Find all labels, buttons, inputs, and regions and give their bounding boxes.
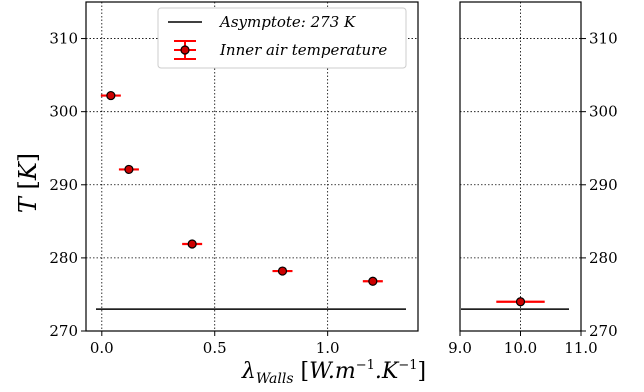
- right-data-point-5: [515, 297, 526, 307]
- legend-marker: [180, 45, 190, 55]
- y-tick-label-right-290: 290: [589, 176, 618, 194]
- legend-asymptote-label: Asymptote: 273 K: [218, 13, 356, 31]
- legend-series-label: Inner air temperature: [219, 41, 387, 59]
- left-axes-frame: [85, 1, 419, 332]
- y-tick-label-left-300: 300: [49, 103, 78, 121]
- left-data-point-4: [368, 276, 378, 286]
- y-tick-label-left-290: 290: [49, 176, 78, 194]
- x-axis-label: λWalls [W.m−1.K−1]: [241, 358, 426, 387]
- right-panel: 270 280 290 300 310 9.0 10.0 11.0: [448, 1, 618, 357]
- left-x-tick-label-2: 1.0: [316, 339, 340, 357]
- left-data-point-3: [277, 266, 288, 276]
- legend: Asymptote: 273 K Inner air temperature: [157, 7, 407, 69]
- y-tick-label-left-270: 270: [49, 322, 78, 340]
- y-tick-label-right-310: 310: [589, 30, 618, 48]
- y-tick-label-right-270: 270: [589, 322, 618, 340]
- y-tick-label-left-280: 280: [49, 249, 78, 267]
- y-axis-label: T [K]: [14, 153, 42, 213]
- left-x-tick-label-1: 0.5: [203, 339, 227, 357]
- left-panel: 270 280 290 300 310 0.0 0.5 1.0: [49, 1, 419, 357]
- y-tick-label-left-310: 310: [49, 30, 78, 48]
- right-x-tick-label-1: 10.0: [504, 339, 537, 357]
- right-x-tick-label-2: 11.0: [564, 339, 597, 357]
- left-data-point-1: [124, 164, 134, 175]
- right-x-tick-label-0: 9.0: [448, 339, 472, 357]
- left-data-point-2: [187, 239, 197, 249]
- right-axes-frame: [459, 1, 582, 332]
- legend-box: [157, 7, 407, 69]
- left-data-point-0: [106, 90, 116, 101]
- left-x-tick-label-0: 0.0: [90, 339, 114, 357]
- y-tick-label-right-280: 280: [589, 249, 618, 267]
- y-tick-label-right-300: 300: [589, 103, 618, 121]
